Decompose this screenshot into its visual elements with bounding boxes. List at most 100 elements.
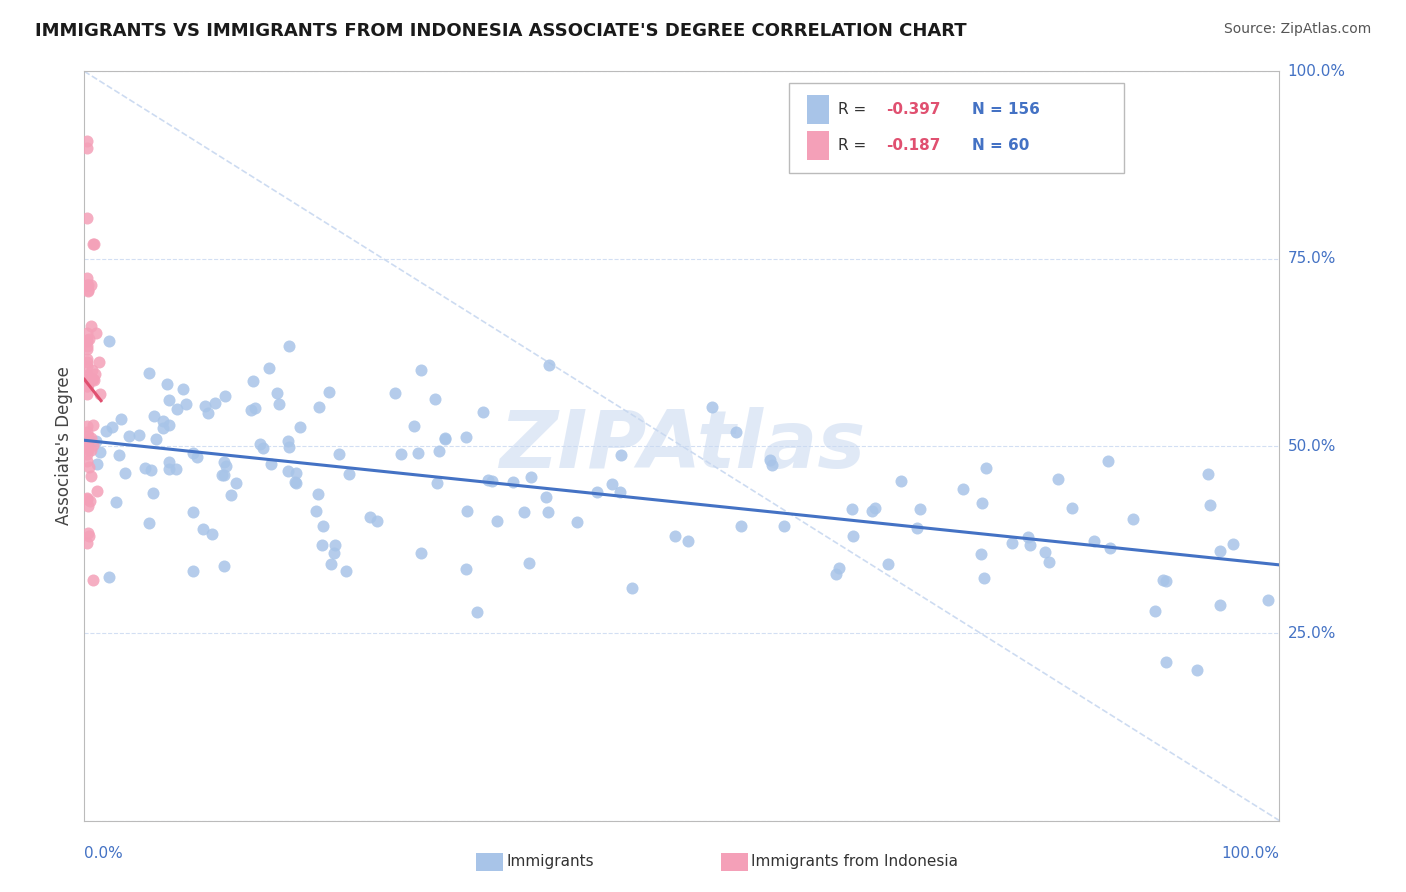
Point bbox=[239, 403, 262, 417]
Point bbox=[76, 535, 98, 549]
Point bbox=[305, 504, 328, 518]
Point bbox=[76, 334, 98, 348]
Point bbox=[89, 445, 111, 459]
Point bbox=[434, 433, 457, 447]
Point bbox=[83, 373, 105, 387]
Point bbox=[197, 406, 219, 420]
Point bbox=[79, 494, 101, 508]
FancyBboxPatch shape bbox=[790, 83, 1125, 172]
Point bbox=[1185, 664, 1208, 678]
Point bbox=[610, 448, 633, 462]
Y-axis label: Associate's Degree: Associate's Degree bbox=[55, 367, 73, 525]
Point bbox=[76, 425, 98, 439]
Point bbox=[318, 384, 340, 399]
Point bbox=[76, 386, 98, 401]
Point bbox=[433, 431, 456, 445]
Point bbox=[110, 412, 132, 426]
Point bbox=[1097, 454, 1119, 468]
Point bbox=[865, 500, 887, 515]
Text: ZIPAtlas: ZIPAtlas bbox=[499, 407, 865, 485]
Point bbox=[423, 392, 446, 406]
Point bbox=[411, 546, 433, 560]
Point bbox=[842, 529, 865, 543]
Point bbox=[76, 211, 98, 225]
Point bbox=[284, 475, 307, 490]
Point bbox=[76, 437, 98, 451]
Point bbox=[76, 284, 98, 298]
Point bbox=[454, 430, 477, 444]
Point bbox=[567, 515, 589, 529]
Point bbox=[166, 401, 188, 416]
Point bbox=[537, 505, 560, 519]
Point bbox=[76, 355, 98, 369]
Point bbox=[1198, 499, 1220, 513]
Point bbox=[76, 343, 98, 357]
Point bbox=[83, 236, 105, 251]
Point bbox=[311, 538, 333, 552]
Text: 0.0%: 0.0% bbox=[84, 846, 124, 861]
Point bbox=[1001, 536, 1024, 550]
Point bbox=[80, 363, 103, 377]
Point bbox=[82, 371, 104, 385]
Point bbox=[481, 475, 503, 489]
Point bbox=[517, 556, 540, 570]
Point bbox=[183, 505, 205, 519]
Point bbox=[89, 355, 111, 369]
Point bbox=[211, 468, 233, 483]
Point bbox=[384, 385, 406, 400]
Point bbox=[725, 425, 748, 439]
Point bbox=[142, 409, 165, 423]
Point bbox=[267, 397, 290, 411]
Point bbox=[454, 562, 477, 576]
Text: Source: ZipAtlas.com: Source: ZipAtlas.com bbox=[1223, 22, 1371, 37]
Point bbox=[204, 395, 226, 409]
Point bbox=[80, 318, 103, 333]
Point bbox=[465, 605, 488, 619]
Point bbox=[152, 420, 174, 434]
Point bbox=[277, 434, 299, 449]
Point bbox=[157, 393, 180, 408]
Point bbox=[156, 376, 179, 391]
Point bbox=[76, 378, 98, 392]
Point bbox=[159, 462, 181, 476]
Point bbox=[905, 521, 928, 535]
Point bbox=[82, 236, 104, 251]
Point bbox=[76, 447, 98, 461]
Text: -0.187: -0.187 bbox=[886, 138, 941, 153]
Point bbox=[212, 455, 235, 469]
Point bbox=[86, 484, 108, 499]
Point bbox=[1038, 555, 1060, 569]
Point bbox=[1197, 467, 1219, 481]
Point bbox=[94, 424, 117, 438]
Point bbox=[860, 504, 883, 518]
Point bbox=[242, 374, 264, 388]
Point bbox=[730, 519, 752, 533]
Point bbox=[1156, 655, 1178, 669]
Point bbox=[97, 334, 120, 348]
Point bbox=[600, 477, 623, 491]
Point bbox=[76, 525, 98, 540]
Point bbox=[429, 444, 451, 458]
Point bbox=[700, 401, 723, 415]
Point bbox=[107, 448, 129, 462]
Point bbox=[157, 455, 180, 469]
Point bbox=[308, 401, 330, 415]
Point bbox=[77, 443, 100, 458]
Text: R =: R = bbox=[838, 138, 872, 153]
Point bbox=[76, 359, 98, 373]
Point bbox=[89, 387, 111, 401]
Point bbox=[402, 419, 425, 434]
Point bbox=[252, 441, 274, 455]
Point bbox=[534, 490, 557, 504]
Point bbox=[139, 463, 162, 477]
Text: N = 156: N = 156 bbox=[973, 102, 1040, 117]
Point bbox=[80, 372, 103, 386]
Point bbox=[908, 501, 931, 516]
Point bbox=[183, 446, 205, 460]
Point bbox=[359, 510, 381, 524]
Point bbox=[76, 418, 98, 433]
Point bbox=[76, 491, 98, 506]
Point bbox=[841, 502, 863, 516]
Text: 75.0%: 75.0% bbox=[1288, 252, 1336, 266]
Point bbox=[471, 405, 494, 419]
